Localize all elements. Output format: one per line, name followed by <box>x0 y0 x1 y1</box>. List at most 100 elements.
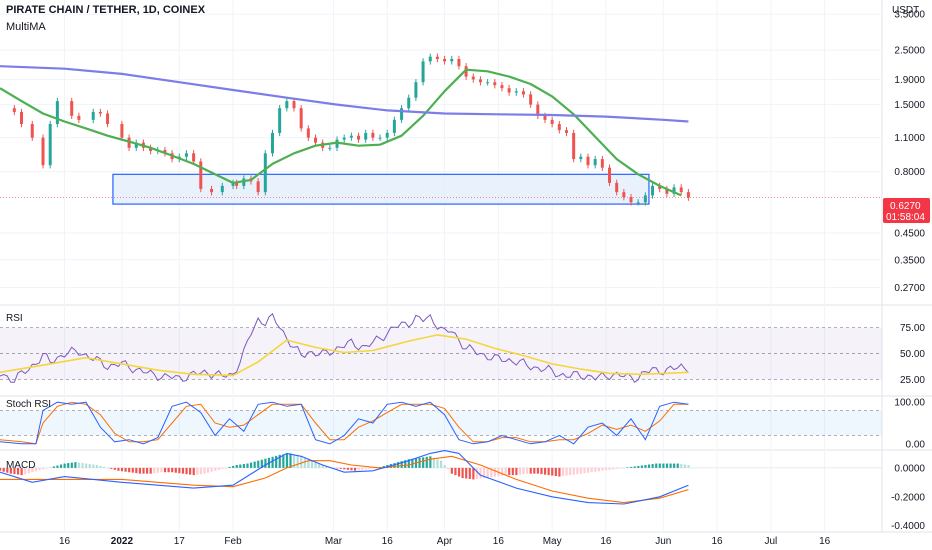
candle-body <box>629 197 633 203</box>
macd-histogram-bar <box>569 467 572 476</box>
macd-histogram-bar <box>576 467 579 475</box>
macd-histogram-bar <box>626 467 629 468</box>
rsi-ma-line <box>0 334 689 377</box>
candle-body <box>450 59 454 62</box>
candle <box>471 73 475 83</box>
macd-histogram-bar <box>217 467 220 470</box>
macd-histogram-bar <box>608 467 611 470</box>
macd-histogram-bar <box>260 459 263 468</box>
candle <box>407 94 411 112</box>
macd-histogram-bar <box>346 467 349 470</box>
candle <box>629 193 633 206</box>
candle-countdown: 01:58:04 <box>886 212 925 223</box>
stoch-rsi-pane[interactable] <box>0 401 882 445</box>
candle-body <box>270 132 274 154</box>
candle <box>306 125 310 141</box>
macd-histogram-bar <box>597 467 600 472</box>
candle <box>163 146 167 157</box>
macd-histogram-bar <box>303 457 306 468</box>
macd-histogram-bar <box>203 467 206 474</box>
candle <box>357 132 361 143</box>
current-price-value: 0.6270 <box>890 201 921 212</box>
candle <box>314 134 318 146</box>
candle-body <box>371 132 375 138</box>
macd-histogram-bar <box>583 467 586 474</box>
macd-histogram-bar <box>468 467 471 479</box>
time-axis-label: 16 <box>600 536 612 547</box>
macd-histogram-bar <box>275 455 278 468</box>
candle-body <box>471 76 475 80</box>
candle-body <box>557 124 561 131</box>
macd-histogram-bar <box>142 467 145 474</box>
macd-histogram-bar <box>45 467 48 469</box>
macd-histogram-bar <box>289 453 292 468</box>
time-axis-label: 17 <box>174 536 186 547</box>
macd-histogram-bar <box>619 467 622 469</box>
candle <box>378 134 382 141</box>
candle-body <box>299 108 303 129</box>
macd-histogram-bar <box>669 463 672 468</box>
macd-histogram-bar <box>120 467 124 472</box>
macd-line <box>0 450 689 505</box>
rsi-pane[interactable] <box>0 312 882 384</box>
macd-histogram-bar <box>680 464 683 468</box>
candle <box>134 139 138 152</box>
candle-body <box>421 61 425 83</box>
macd-histogram-bar <box>339 467 342 469</box>
macd-histogram-bar <box>106 467 109 469</box>
macd-histogram-bar <box>479 467 482 479</box>
candle-body <box>435 56 439 60</box>
candle <box>349 132 353 141</box>
macd-histogram-bar <box>31 467 34 473</box>
candle-body <box>615 182 619 193</box>
candle-body <box>98 111 102 114</box>
macd-histogram-bar <box>447 467 450 470</box>
macd-histogram-bar <box>232 465 235 468</box>
candle <box>464 63 468 80</box>
candle <box>579 153 583 163</box>
price-pane[interactable] <box>0 53 882 206</box>
macd-histogram-bar <box>375 467 378 469</box>
candle <box>263 150 267 196</box>
candle-body <box>120 124 124 138</box>
macd-pane[interactable] <box>0 450 882 505</box>
macd-histogram-bar <box>400 461 403 468</box>
candle-body <box>428 56 432 62</box>
candle <box>622 188 626 201</box>
macd-histogram-bar <box>278 454 281 468</box>
candle <box>278 105 282 137</box>
macd-histogram-bar <box>67 463 70 468</box>
macd-histogram-bar <box>572 467 575 475</box>
candle <box>106 110 110 128</box>
macd-histogram-bar <box>321 465 324 468</box>
time-axis-label: 16 <box>712 536 724 547</box>
macd-histogram-bar <box>228 466 231 468</box>
macd-histogram-bar <box>117 467 120 471</box>
candle <box>450 55 454 65</box>
stoch-d-line <box>0 401 689 445</box>
macd-histogram-bar <box>59 464 63 468</box>
candle <box>20 108 24 128</box>
rsi-label: RSI <box>6 313 23 324</box>
candle <box>270 129 274 157</box>
macd-histogram-bar <box>357 467 360 471</box>
price-tick-label: 0.3500 <box>894 255 925 266</box>
candle-body <box>392 119 396 133</box>
macd-histogram-bar <box>493 467 496 477</box>
price-tick-label: 1.5000 <box>894 100 925 111</box>
price-tick-label: 1.9000 <box>894 75 925 86</box>
candle-body <box>210 188 214 193</box>
macd-histogram-bar <box>49 467 52 468</box>
candle-body <box>127 137 131 148</box>
macd-histogram-bar <box>432 457 436 468</box>
candle-body <box>686 192 690 198</box>
candle <box>507 84 511 96</box>
macd-histogram-bar <box>536 467 540 474</box>
macd-histogram-bar <box>590 467 593 473</box>
macd-histogram-bar <box>13 467 16 475</box>
macd-signal-line <box>0 455 689 504</box>
ma-long-line <box>0 65 689 123</box>
ma-short-line <box>0 68 682 197</box>
support-zone-rect <box>112 173 650 205</box>
